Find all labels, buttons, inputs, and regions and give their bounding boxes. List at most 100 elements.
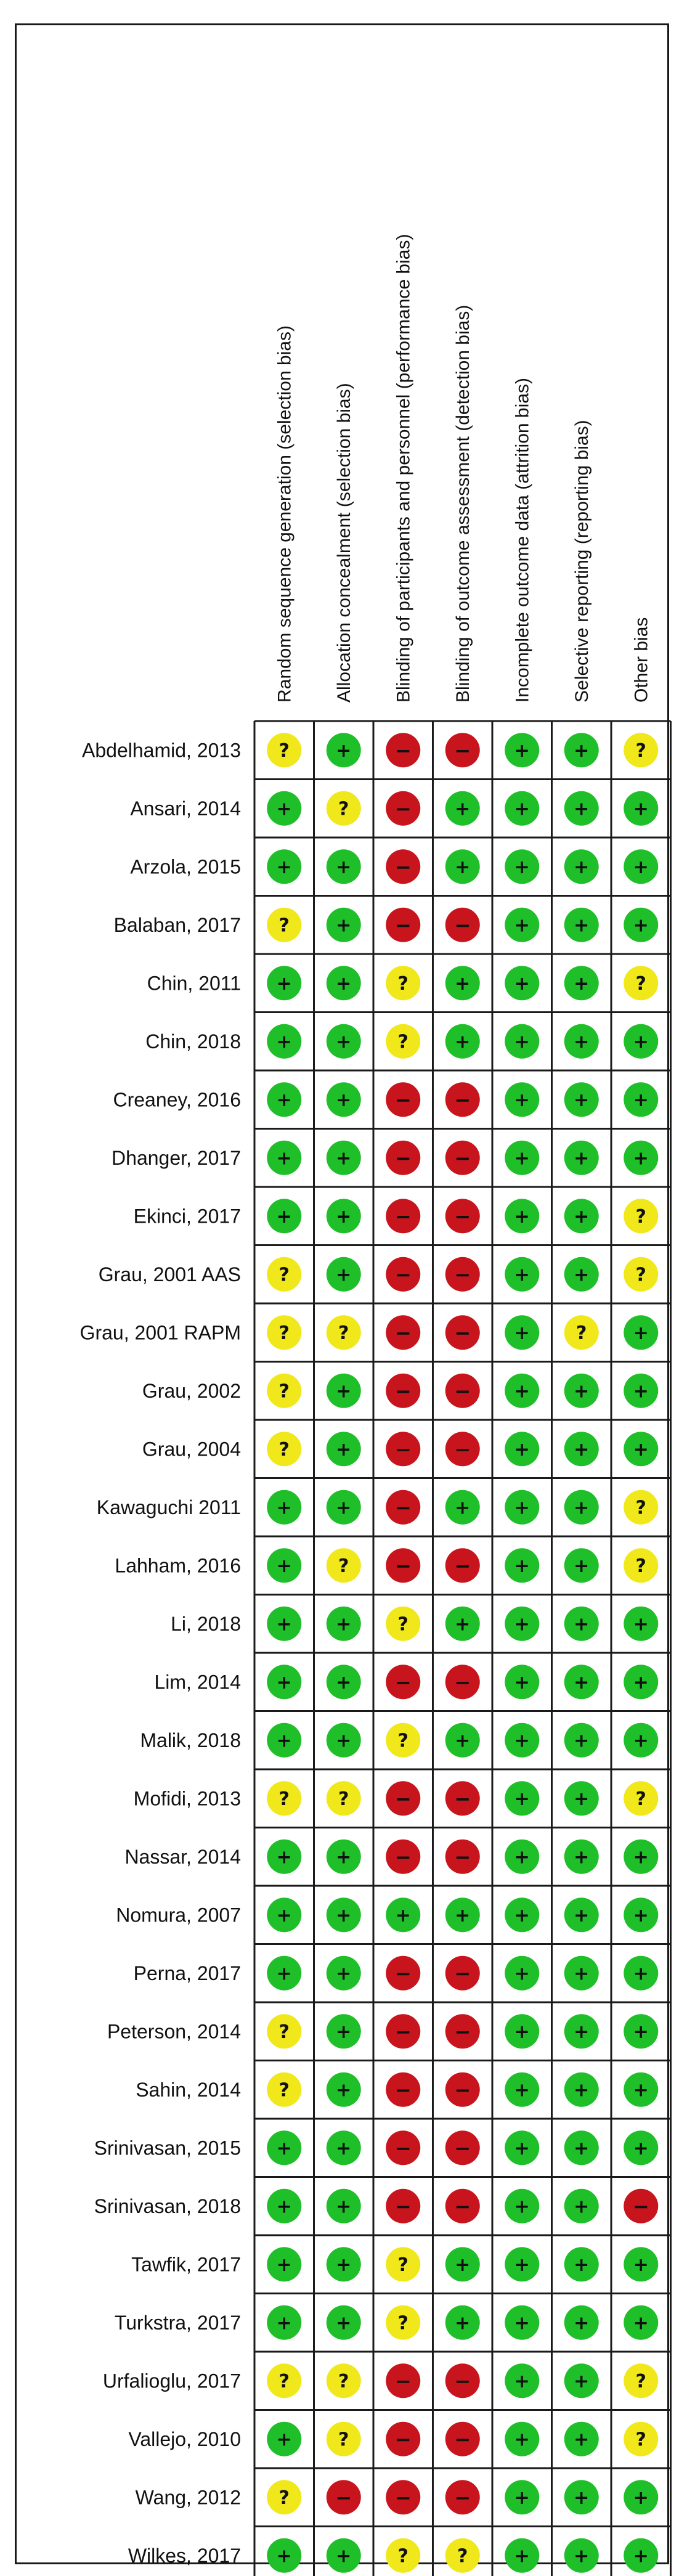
- rating-low-symbol: +: [336, 1905, 351, 1926]
- rating-low-circle: [505, 2188, 540, 2223]
- rating-low-circle: [564, 2363, 599, 2399]
- rating-high-circle: [445, 1432, 480, 1467]
- rating-low-symbol: +: [277, 2313, 292, 2334]
- rating-low-circle: [445, 1722, 480, 1758]
- rating-high-circle: [386, 2363, 421, 2399]
- rating-low-circle: [624, 1432, 659, 1467]
- column-label: Other bias: [631, 618, 651, 703]
- rating-low-symbol: +: [514, 1963, 530, 1985]
- rating-high-symbol: −: [454, 1088, 471, 1112]
- rating-low-symbol: +: [277, 1963, 292, 1985]
- rating-high-symbol: −: [395, 1962, 412, 1985]
- study-label: Chin, 2011: [147, 972, 241, 994]
- rating-low-circle: [326, 2305, 361, 2340]
- rating-low-circle: [564, 2014, 599, 2049]
- rating-low-symbol: +: [633, 1847, 649, 1869]
- rating-low-circle: [505, 2538, 540, 2573]
- rating-low-symbol: +: [277, 1555, 292, 1577]
- rating-low-symbol: +: [574, 1439, 589, 1461]
- rating-low-circle: [624, 1839, 659, 1874]
- rating-low-symbol: +: [574, 1381, 589, 1403]
- rating-low-symbol: +: [336, 1963, 351, 1985]
- rating-high-symbol: −: [395, 1787, 412, 1811]
- rating-low-circle: [326, 1665, 361, 1700]
- rating-high-symbol: −: [395, 1496, 412, 1519]
- rating-low-symbol: +: [514, 1614, 530, 1636]
- study-label: Grau, 2001 AAS: [99, 1263, 241, 1286]
- rating-low-circle: [564, 2480, 599, 2515]
- rating-low-symbol: +: [574, 1963, 589, 1985]
- rating-unclear-circle: [326, 1315, 361, 1350]
- rating-low-circle: [267, 1897, 302, 1933]
- rating-low-circle: [564, 1140, 599, 1175]
- rating-low-symbol: +: [336, 2313, 351, 2334]
- rating-low-symbol: +: [633, 1148, 649, 1170]
- rating-low-circle: [267, 1606, 302, 1641]
- rating-unclear-circle: [267, 1373, 302, 1408]
- rating-low-symbol: +: [574, 915, 589, 937]
- rating-unclear-circle: [386, 1606, 421, 1641]
- rating-unclear-symbol: ?: [279, 1788, 290, 1810]
- rating-low-circle: [564, 2130, 599, 2166]
- rating-high-circle: [386, 733, 421, 768]
- rating-low-symbol: +: [633, 857, 649, 878]
- rating-low-symbol: +: [455, 973, 470, 995]
- rating-low-circle: [624, 1897, 659, 1933]
- rating-low-circle: [267, 791, 302, 826]
- rating-low-circle: [505, 1665, 540, 1700]
- rating-unclear-symbol: ?: [398, 973, 408, 995]
- rating-low-symbol: +: [574, 1498, 589, 1519]
- rating-unclear-circle: [624, 733, 659, 768]
- rating-low-circle: [505, 1606, 540, 1641]
- rating-low-symbol: +: [336, 1090, 351, 1111]
- rating-unclear-symbol: ?: [279, 2080, 290, 2101]
- rating-low-circle: [624, 1722, 659, 1758]
- rating-unclear-circle: [267, 2014, 302, 2049]
- rating-high-circle: [445, 907, 480, 942]
- study-label: Li, 2018: [171, 1613, 241, 1635]
- study-label: Tawfik, 2017: [131, 2253, 241, 2275]
- rating-low-symbol: +: [336, 915, 351, 937]
- rating-low-symbol: +: [277, 1847, 292, 1869]
- rating-unclear-circle: [624, 2363, 659, 2399]
- rating-low-circle: [564, 1373, 599, 1408]
- study-label: Kawaguchi 2011: [97, 1496, 241, 1518]
- rating-low-circle: [445, 1490, 480, 1525]
- rating-low-circle: [326, 1955, 361, 1991]
- rating-low-symbol: +: [336, 1148, 351, 1170]
- rating-low-symbol: +: [514, 2021, 530, 2043]
- rating-low-circle: [505, 1897, 540, 1933]
- rating-high-symbol: −: [395, 739, 412, 762]
- rating-low-circle: [267, 1082, 302, 1117]
- rating-high-circle: [386, 2188, 421, 2223]
- column-label: Random sequence generation (selection bi…: [274, 325, 295, 703]
- rating-low-symbol: +: [633, 799, 649, 820]
- rating-high-circle: [445, 1140, 480, 1175]
- rating-low-circle: [505, 1839, 540, 1874]
- rating-low-symbol: +: [514, 915, 530, 937]
- rating-low-circle: [505, 2305, 540, 2340]
- rating-low-circle: [624, 1665, 659, 1700]
- rating-low-circle: [326, 907, 361, 942]
- rating-low-circle: [326, 2247, 361, 2282]
- rating-low-symbol: +: [633, 1905, 649, 1926]
- rating-unclear-circle: [386, 1024, 421, 1059]
- rating-unclear-circle: [267, 1781, 302, 1816]
- rating-high-circle: [386, 2014, 421, 2049]
- rating-high-circle: [386, 1955, 421, 1991]
- rating-high-circle: [445, 1839, 480, 1874]
- rating-low-symbol: +: [633, 2313, 649, 2334]
- rating-low-circle: [564, 1490, 599, 1525]
- rating-unclear-symbol: ?: [279, 2371, 290, 2392]
- rating-low-symbol: +: [336, 2138, 351, 2159]
- study-label: Grau, 2002: [142, 1380, 241, 1402]
- rating-low-symbol: +: [633, 1032, 649, 1053]
- rating-unclear-symbol: ?: [279, 740, 290, 762]
- rating-unclear-symbol: ?: [398, 2313, 408, 2334]
- rating-low-symbol: +: [574, 1148, 589, 1170]
- study-label: Wilkes, 2017: [128, 2545, 241, 2567]
- rating-low-circle: [564, 1897, 599, 1933]
- rating-low-symbol: +: [455, 1905, 470, 1926]
- rating-low-symbol: +: [277, 1498, 292, 1519]
- rating-low-symbol: +: [277, 973, 292, 995]
